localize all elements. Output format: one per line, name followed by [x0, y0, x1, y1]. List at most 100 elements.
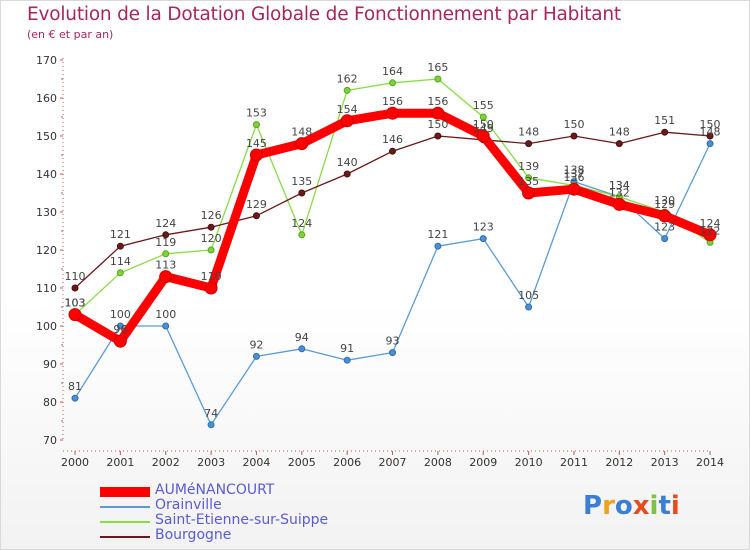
data-point — [249, 148, 263, 162]
axes: 70 80 90 100 110 120 130 140 150 160 170 2000 2001 20… — [36, 54, 724, 469]
data-label: 124 — [700, 217, 721, 230]
data-label: 154 — [337, 103, 358, 116]
data-point — [389, 349, 397, 357]
data-label: 148 — [291, 126, 312, 139]
data-point — [706, 140, 714, 148]
data-label: 132 — [609, 186, 630, 199]
chart-title: Evolution de la Dotation Globale de Fonc… — [27, 4, 621, 25]
data-point — [71, 394, 79, 402]
data-point — [298, 189, 306, 197]
data-label: 162 — [337, 72, 358, 85]
data-label: 130 — [654, 194, 675, 207]
data-label: 122 — [700, 224, 721, 237]
data-label: 100 — [155, 308, 176, 321]
data-point — [116, 242, 124, 250]
logo-letter: r — [602, 491, 615, 521]
data-point — [298, 345, 306, 353]
data-label: 149 — [473, 122, 494, 135]
data-label: 96 — [113, 323, 127, 336]
data-label: 134 — [609, 179, 630, 192]
data-label: 81 — [68, 380, 82, 393]
data-point — [658, 209, 672, 223]
logo-letter: P — [583, 491, 603, 521]
data-label: 105 — [518, 289, 539, 302]
data-label: 150 — [700, 118, 721, 131]
y-tick-label: 140 — [36, 168, 57, 181]
data-label: 135 — [518, 175, 539, 188]
x-tick-label: 2005 — [288, 456, 316, 469]
series-layer — [68, 75, 717, 429]
data-point — [343, 170, 351, 178]
y-tick-label: 130 — [36, 206, 57, 219]
data-label: 151 — [654, 114, 675, 127]
data-point — [386, 106, 400, 120]
data-label: 165 — [427, 61, 448, 74]
data-label: 103 — [65, 297, 86, 310]
data-label: 150 — [563, 118, 584, 131]
data-point — [479, 113, 487, 121]
data-label: 91 — [340, 342, 354, 355]
data-label: 148 — [700, 126, 721, 139]
data-label: 123 — [473, 221, 494, 234]
data-label: 92 — [249, 338, 263, 351]
legend-swatch-saint-etienne — [100, 521, 150, 523]
data-label: 134 — [609, 179, 630, 192]
data-point — [116, 322, 124, 330]
logo-letter: i — [670, 491, 680, 521]
data-point — [389, 147, 397, 155]
data-label: 113 — [155, 259, 176, 272]
data-point — [343, 356, 351, 364]
logo-letter: i — [649, 491, 659, 521]
data-label: 138 — [563, 164, 584, 177]
data-point — [207, 223, 215, 231]
data-point — [570, 132, 578, 140]
data-point — [525, 174, 533, 182]
data-label: 74 — [204, 407, 218, 420]
data-label: 150 — [473, 118, 494, 131]
data-label: 148 — [609, 126, 630, 139]
data-label: 126 — [201, 209, 222, 222]
y-tick-label: 170 — [36, 54, 57, 67]
data-point — [295, 137, 309, 151]
data-point — [434, 242, 442, 250]
data-point — [116, 269, 124, 277]
y-tick-label: 160 — [36, 92, 57, 105]
data-label: 148 — [518, 126, 539, 139]
legend-label-aumenancourt: AUMéNANCOURT — [155, 482, 275, 498]
logo-letter: t — [658, 491, 671, 521]
y-tick-label: 70 — [43, 434, 57, 447]
x-tick-label: 2012 — [605, 456, 633, 469]
data-label: 119 — [155, 236, 176, 249]
data-label: 93 — [386, 335, 400, 348]
data-label: 120 — [201, 232, 222, 245]
data-label: 110 — [201, 270, 222, 283]
y-tick-label: 100 — [36, 320, 57, 333]
data-point — [389, 79, 397, 87]
data-point — [615, 140, 623, 148]
data-label: 139 — [518, 160, 539, 173]
data-point — [434, 132, 442, 140]
data-point — [162, 322, 170, 330]
data-point — [159, 270, 173, 284]
data-point — [340, 114, 354, 128]
data-point — [207, 246, 215, 254]
data-label: 136 — [563, 171, 584, 184]
x-tick-label: 2006 — [333, 456, 361, 469]
legend-swatch-bourgogne — [100, 536, 150, 538]
legend-swatch-aumenancourt — [100, 487, 150, 497]
y-tick-label: 80 — [43, 396, 57, 409]
y-tick-label: 90 — [43, 358, 57, 371]
data-label: 135 — [291, 175, 312, 188]
data-point — [207, 421, 215, 429]
data-point — [162, 231, 170, 239]
data-label: 129 — [246, 198, 267, 211]
x-tick-label: 2009 — [469, 456, 497, 469]
data-point — [661, 128, 669, 136]
data-point — [252, 121, 260, 129]
data-label: 129 — [654, 198, 675, 211]
data-label: 146 — [382, 133, 403, 146]
data-point — [522, 186, 536, 200]
x-tick-label: 2008 — [424, 456, 452, 469]
data-point — [204, 281, 218, 295]
